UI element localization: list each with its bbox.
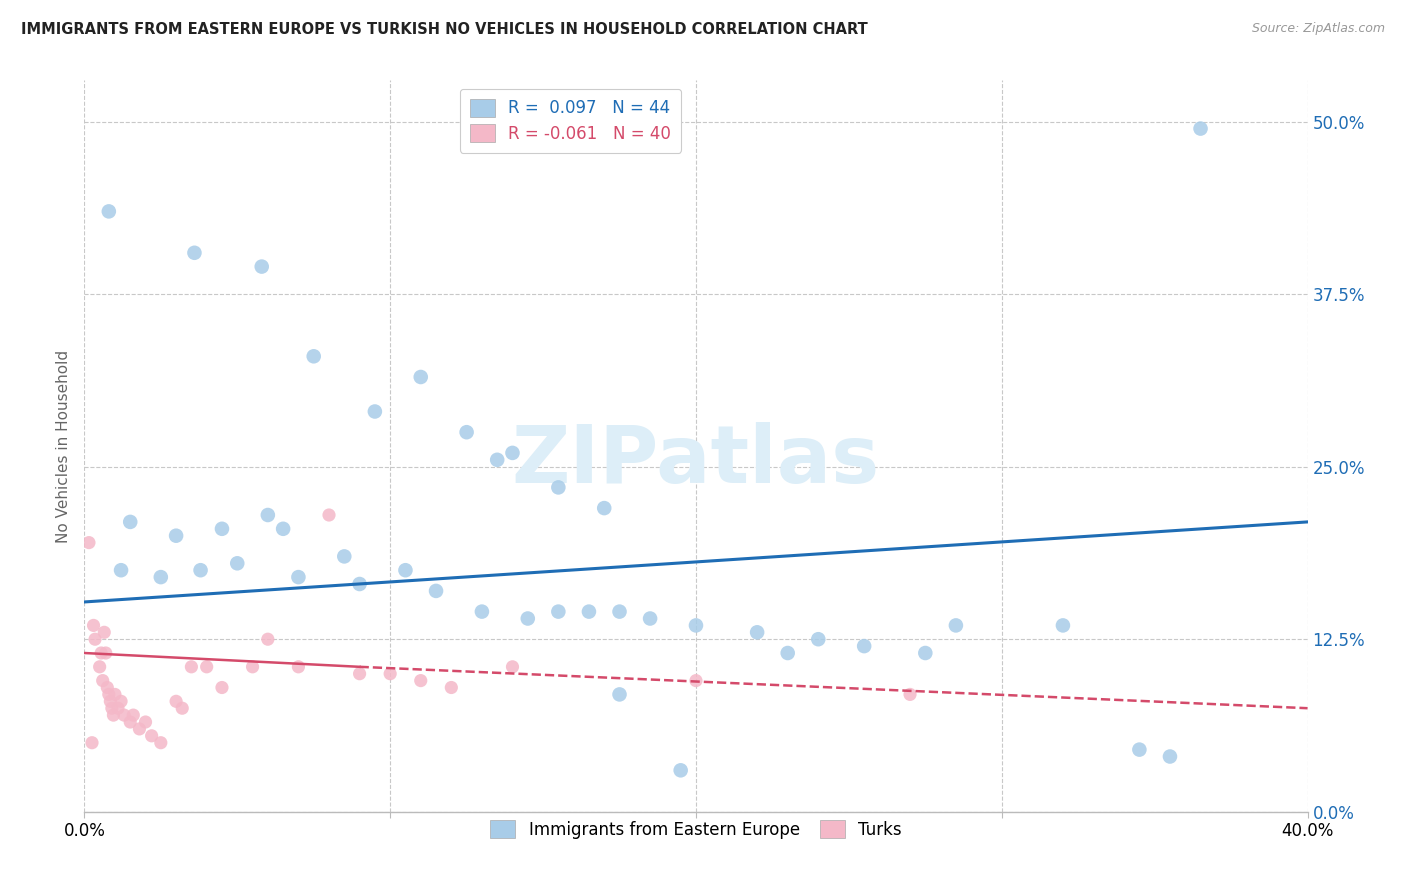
Point <box>898 687 921 701</box>
Point <box>165 694 187 708</box>
Point <box>409 673 432 688</box>
Point <box>120 515 142 529</box>
Point <box>190 563 212 577</box>
Point <box>516 611 538 625</box>
Point <box>271 522 294 536</box>
Point <box>183 245 205 260</box>
Point <box>638 611 661 625</box>
Point <box>83 618 105 632</box>
Point <box>180 660 202 674</box>
Legend: Immigrants from Eastern Europe, Turks: Immigrants from Eastern Europe, Turks <box>482 812 910 847</box>
Text: IMMIGRANTS FROM EASTERN EUROPE VS TURKISH NO VEHICLES IN HOUSEHOLD CORRELATION C: IMMIGRANTS FROM EASTERN EUROPE VS TURKIS… <box>21 22 868 37</box>
Point <box>112 708 135 723</box>
Point <box>471 605 494 619</box>
Point <box>226 557 249 571</box>
Point <box>1189 121 1212 136</box>
Point <box>349 577 371 591</box>
Point <box>103 708 125 723</box>
Point <box>807 632 830 647</box>
Y-axis label: No Vehicles in Household: No Vehicles in Household <box>56 350 72 542</box>
Point <box>547 480 569 494</box>
Point <box>120 714 142 729</box>
Point <box>89 660 111 674</box>
Point <box>84 632 107 647</box>
Point <box>578 605 600 619</box>
Point <box>93 625 115 640</box>
Point <box>97 687 120 701</box>
Point <box>110 563 132 577</box>
Point <box>94 646 117 660</box>
Point <box>257 632 280 647</box>
Point <box>141 729 163 743</box>
Point <box>77 535 100 549</box>
Point <box>425 583 447 598</box>
Point <box>502 660 524 674</box>
Point <box>349 666 371 681</box>
Point <box>609 687 631 701</box>
Point <box>195 660 218 674</box>
Point <box>685 618 707 632</box>
Point <box>257 508 280 522</box>
Point <box>172 701 194 715</box>
Point <box>107 701 129 715</box>
Point <box>380 666 402 681</box>
Point <box>101 701 124 715</box>
Point <box>91 673 114 688</box>
Point <box>1159 749 1181 764</box>
Point <box>502 446 524 460</box>
Point <box>945 618 967 632</box>
Point <box>96 681 118 695</box>
Point <box>104 687 127 701</box>
Point <box>914 646 936 660</box>
Point <box>440 681 463 695</box>
Point <box>669 764 692 778</box>
Point <box>456 425 478 440</box>
Point <box>364 404 387 418</box>
Point <box>110 694 132 708</box>
Point <box>165 529 187 543</box>
Point <box>747 625 769 640</box>
Point <box>547 605 569 619</box>
Text: Source: ZipAtlas.com: Source: ZipAtlas.com <box>1251 22 1385 36</box>
Point <box>776 646 799 660</box>
Point <box>98 694 121 708</box>
Point <box>242 660 264 674</box>
Point <box>394 563 416 577</box>
Point <box>1128 742 1150 756</box>
Point <box>149 570 172 584</box>
Point <box>318 508 340 522</box>
Point <box>685 673 707 688</box>
Point <box>1052 618 1074 632</box>
Point <box>287 570 309 584</box>
Point <box>250 260 273 274</box>
Point <box>149 736 172 750</box>
Point <box>211 522 233 536</box>
Point <box>90 646 112 660</box>
Point <box>97 204 120 219</box>
Text: ZIPatlas: ZIPatlas <box>512 422 880 500</box>
Point <box>135 714 157 729</box>
Point <box>409 370 432 384</box>
Point <box>211 681 233 695</box>
Point <box>128 722 150 736</box>
Point <box>609 605 631 619</box>
Point <box>287 660 309 674</box>
Point <box>593 501 616 516</box>
Point <box>302 349 325 363</box>
Point <box>333 549 356 564</box>
Point <box>80 736 103 750</box>
Point <box>122 708 145 723</box>
Point <box>486 452 509 467</box>
Point <box>853 639 876 653</box>
